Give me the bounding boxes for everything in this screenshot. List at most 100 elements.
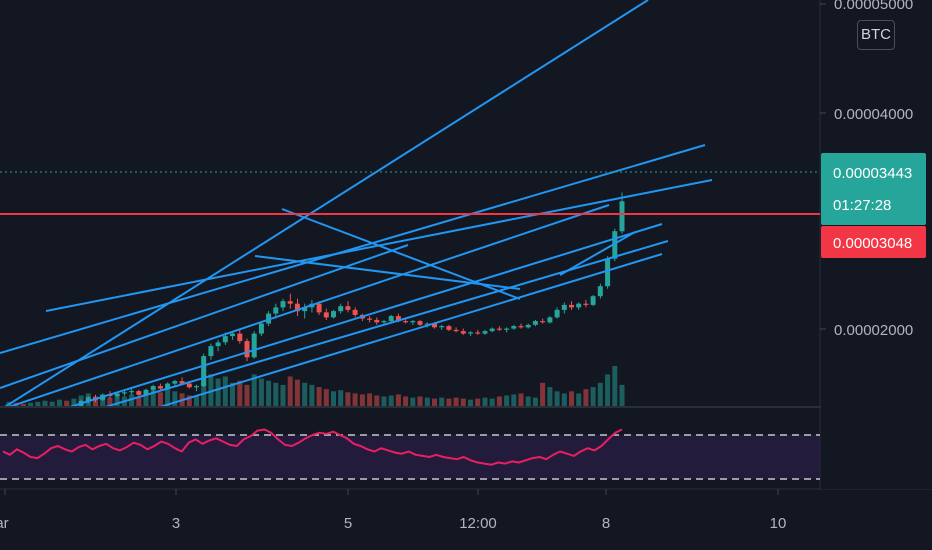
- candle: [150, 384, 156, 393]
- time-tick-label-0: lar: [0, 515, 9, 532]
- candle-body: [85, 397, 91, 401]
- volume-bar: [35, 401, 41, 406]
- horizontal-level-text: 0.00003048: [833, 235, 912, 252]
- trendline-long-channel-top: [0, 144, 706, 354]
- candle-body: [489, 328, 495, 332]
- countdown-text: 01:27:28: [833, 197, 891, 214]
- candle-body: [150, 386, 156, 390]
- candle: [482, 329, 488, 335]
- volume-bar: [561, 393, 567, 406]
- candle-body: [395, 316, 401, 322]
- candle-body: [244, 341, 250, 358]
- trendlines: [0, 0, 713, 406]
- volume-bar: [504, 395, 510, 406]
- volume-bar: [424, 397, 430, 406]
- time-axis-bg: [0, 490, 932, 550]
- volume-bar: [222, 376, 228, 406]
- candle-body: [475, 332, 481, 334]
- volume-bar: [71, 398, 77, 406]
- candle-body: [331, 311, 336, 318]
- candle-body: [597, 286, 603, 297]
- candle-body: [143, 389, 149, 395]
- time-tick-label-3: 12:00: [459, 515, 497, 532]
- candle-body: [605, 258, 611, 287]
- volume-bar: [172, 391, 178, 406]
- candle: [367, 316, 373, 323]
- volume-bar: [576, 393, 582, 406]
- candle-body: [381, 321, 387, 323]
- candle-body: [121, 392, 127, 394]
- volume-bar: [49, 401, 55, 406]
- volume-bar: [287, 376, 293, 406]
- candle-body: [468, 332, 473, 334]
- candle-body: [258, 323, 264, 334]
- volume-bar: [554, 391, 560, 406]
- candle: [597, 283, 603, 299]
- volume-bar: [619, 384, 625, 406]
- volume-bar: [42, 400, 48, 406]
- volume-bar: [453, 397, 459, 406]
- candle: [201, 353, 207, 388]
- volume-bar: [201, 369, 207, 406]
- candle-body: [273, 307, 279, 314]
- candles: [73, 192, 625, 406]
- candle-body: [410, 321, 416, 323]
- candle: [525, 323, 531, 329]
- volume-bar: [186, 395, 192, 406]
- candle: [554, 307, 560, 319]
- candle-body: [157, 386, 163, 389]
- candle: [129, 388, 135, 395]
- candle: [258, 321, 264, 337]
- candle-body: [482, 331, 488, 334]
- candle: [583, 299, 589, 308]
- candle-body: [540, 321, 546, 323]
- trendline-lower-2: [8, 204, 610, 406]
- volume-bar: [273, 382, 279, 406]
- volume-bar: [302, 382, 308, 406]
- volume-bar: [525, 396, 531, 406]
- volume-bar: [359, 394, 365, 406]
- candle: [489, 327, 495, 333]
- volume-bar: [280, 384, 286, 406]
- candle-body: [222, 336, 228, 343]
- volume-bar: [569, 391, 574, 406]
- volume-bar: [432, 398, 437, 406]
- candle-body: [345, 306, 351, 310]
- trendline-lower-1: [0, 244, 409, 389]
- candle-body: [532, 321, 538, 325]
- volume-bar: [345, 392, 351, 406]
- candle-body: [583, 303, 589, 305]
- candle: [532, 319, 538, 327]
- candle-body: [504, 328, 510, 330]
- currency-badge[interactable]: BTC: [857, 20, 895, 50]
- candle-body: [619, 201, 625, 232]
- volume-bar: [460, 398, 466, 406]
- candle: [302, 303, 308, 319]
- candle-body: [367, 318, 373, 320]
- volume-bar: [496, 396, 502, 406]
- volume-bar: [532, 397, 538, 406]
- candle: [540, 318, 546, 324]
- rsi-band: [0, 435, 820, 479]
- volume-bar: [417, 396, 423, 406]
- candle-body: [201, 356, 207, 387]
- candle-body: [453, 329, 459, 332]
- candle: [468, 331, 473, 337]
- volume-bar: [165, 389, 171, 406]
- candle-body: [215, 342, 221, 347]
- rsi-line: [2, 428, 623, 466]
- candle: [323, 308, 329, 320]
- volume-bar: [475, 398, 481, 406]
- candle-body: [612, 231, 618, 259]
- candle: [280, 298, 286, 312]
- candle-body: [302, 307, 308, 312]
- volume-bar: [540, 382, 546, 406]
- candle-body: [251, 333, 257, 358]
- volume-bar: [309, 384, 315, 406]
- candle-body: [374, 319, 380, 323]
- candle: [294, 298, 300, 317]
- candle: [345, 301, 351, 313]
- candle: [496, 326, 502, 332]
- candle: [569, 301, 574, 310]
